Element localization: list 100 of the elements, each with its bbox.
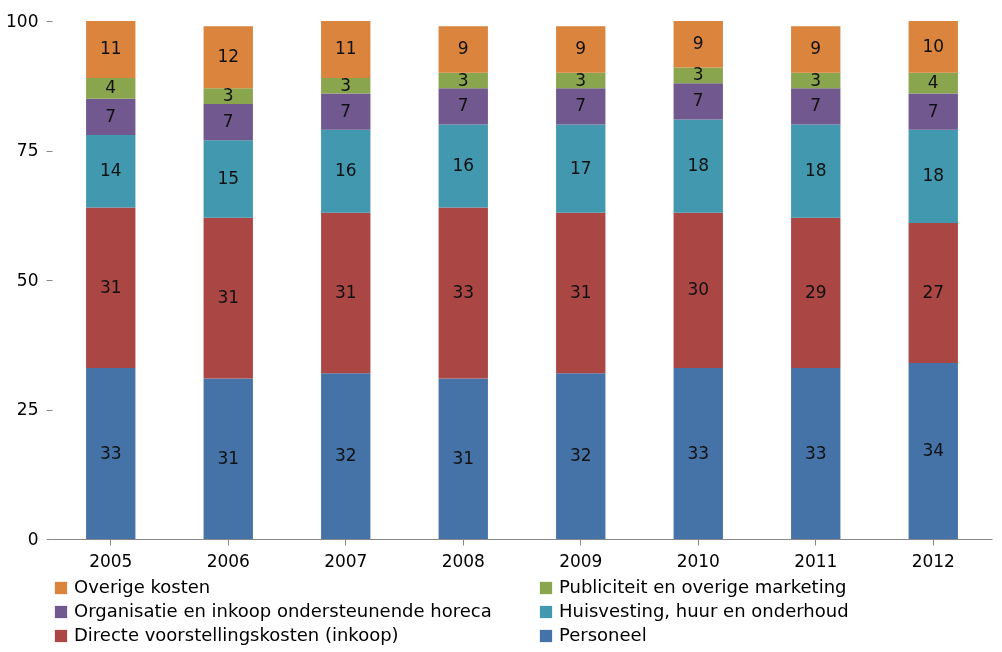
x-tick-label: 2006 (206, 550, 250, 571)
bar (673, 83, 723, 120)
bar (556, 373, 606, 539)
bar (438, 26, 488, 73)
data-label: 4 (927, 72, 939, 93)
data-label: 4 (105, 77, 117, 98)
data-label: 7 (575, 95, 587, 116)
y-tick-label: 75 (16, 140, 39, 160)
bar (86, 134, 136, 208)
x-tick-label: 2007 (324, 550, 368, 571)
bar (86, 207, 136, 369)
bar (203, 26, 253, 89)
data-label: 18 (922, 165, 945, 186)
data-label: 33 (452, 281, 475, 302)
bar (86, 21, 136, 78)
bar (321, 93, 371, 130)
data-label: 7 (105, 105, 117, 126)
data-label: 32 (569, 445, 592, 466)
bar (908, 72, 958, 94)
bar (791, 368, 841, 539)
data-label: 17 (569, 157, 592, 178)
bar (673, 212, 723, 369)
data-label: 9 (457, 38, 469, 59)
bar (321, 21, 371, 78)
data-label: 3 (457, 69, 469, 90)
bar (908, 129, 958, 224)
bar (203, 217, 253, 379)
bar (86, 98, 136, 135)
data-label: 18 (687, 155, 710, 176)
bar (908, 93, 958, 130)
y-tick-label: 0 (27, 528, 39, 549)
data-label: 31 (99, 276, 122, 297)
data-label: 11 (334, 38, 357, 59)
data-label: 29 (804, 281, 827, 302)
data-label: 7 (927, 100, 939, 121)
data-label: 31 (217, 287, 240, 308)
data-label: 31 (334, 281, 357, 302)
data-label: 7 (340, 100, 352, 121)
data-label: 7 (810, 95, 822, 116)
data-label: 7 (222, 111, 234, 132)
legend-label: Directe voorstellingskosten (inkoop) (74, 624, 399, 645)
x-tick-label: 2010 (676, 550, 720, 571)
bar (556, 88, 606, 125)
bar (791, 88, 841, 125)
data-label: 31 (569, 281, 592, 302)
bar (556, 124, 606, 213)
data-label: 3 (810, 69, 822, 90)
bar (438, 124, 488, 208)
data-label: 9 (575, 38, 587, 59)
data-label: 7 (457, 95, 469, 116)
x-tick-label: 2011 (794, 550, 838, 571)
x-tick-label: 2012 (911, 550, 955, 571)
data-label: 27 (922, 281, 945, 302)
data-label: 32 (334, 445, 357, 466)
data-label: 9 (810, 38, 822, 59)
bar (556, 212, 606, 374)
data-label: 3 (340, 74, 352, 95)
bar (673, 119, 723, 213)
bar (908, 362, 958, 539)
bar (86, 77, 136, 99)
y-tick-label: 25 (16, 399, 39, 419)
bar (203, 88, 253, 104)
data-label: 33 (804, 442, 827, 463)
data-label: 7 (692, 90, 704, 111)
y-tick-label: 50 (16, 269, 39, 290)
bar (908, 223, 958, 363)
x-tick-label: 2005 (89, 550, 133, 571)
bar (203, 378, 253, 539)
bar (908, 21, 958, 73)
data-label: 31 (452, 447, 475, 468)
bar (438, 88, 488, 125)
x-tick-label: 2008 (441, 550, 485, 571)
bar (321, 129, 371, 213)
data-label: 15 (217, 167, 240, 188)
data-label: 16 (334, 160, 357, 181)
bar (438, 378, 488, 539)
bar (556, 26, 606, 73)
data-label: 31 (217, 447, 240, 468)
bar (321, 77, 371, 94)
y-tick-label: 100 (6, 10, 39, 31)
data-label: 33 (99, 442, 122, 463)
data-label: 3 (222, 85, 234, 106)
data-label: 9 (692, 33, 704, 54)
data-label: 34 (922, 439, 945, 460)
legend-label: Overige kosten (74, 576, 211, 597)
bar (321, 373, 371, 539)
legend-label: Publiciteit en overige marketing (559, 576, 847, 597)
data-label: 3 (575, 69, 587, 90)
bar (438, 207, 488, 379)
bar (673, 21, 723, 68)
data-label: 33 (687, 442, 710, 463)
bar (203, 140, 253, 218)
data-label: 10 (922, 35, 945, 56)
data-label: 18 (804, 160, 827, 181)
data-label: 11 (99, 38, 122, 59)
data-label: 3 (692, 64, 704, 85)
legend-label: Huisvesting, huur en onderhoud (559, 600, 849, 621)
bar (673, 368, 723, 539)
bar (791, 26, 841, 73)
data-label: 16 (452, 155, 475, 176)
